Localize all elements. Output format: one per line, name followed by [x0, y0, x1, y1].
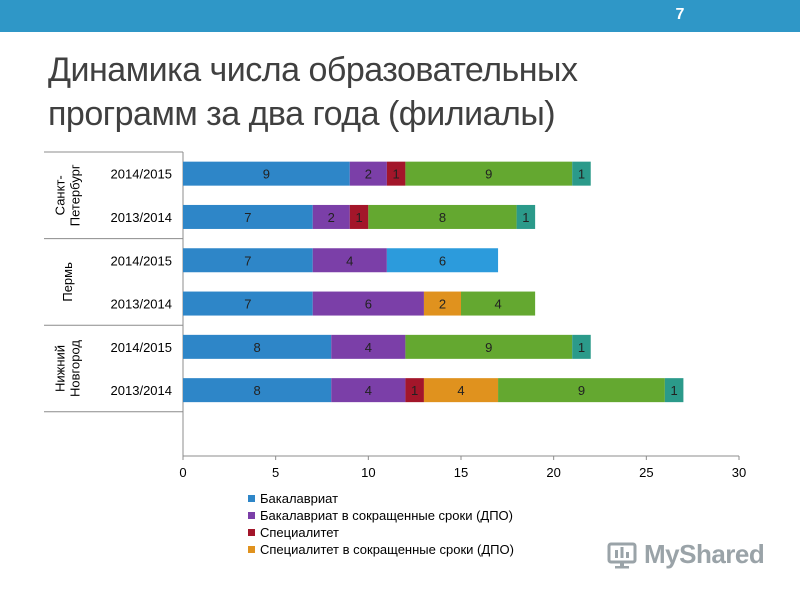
bar-segment [423, 291, 461, 316]
watermark-logo-icon [607, 542, 637, 569]
data-label: 7 [244, 253, 251, 268]
group-label-line: Санкт- [53, 175, 68, 215]
bar-segment [572, 161, 591, 186]
data-label: 1 [411, 383, 418, 398]
data-label: 4 [457, 383, 464, 398]
x-tick-label: 5 [272, 465, 279, 480]
legend-label: Специалитет в сокращенные сроки (ДПО) [260, 542, 514, 557]
data-label: 8 [254, 340, 261, 355]
bar-segment [183, 248, 313, 273]
data-label: 1 [578, 340, 585, 355]
x-tick-label: 0 [179, 465, 186, 480]
bar-segment [405, 161, 573, 186]
x-tick-label: 20 [546, 465, 560, 480]
bar-segment [572, 334, 591, 359]
data-label: 4 [365, 383, 372, 398]
legend-swatch [248, 495, 255, 502]
data-label: 4 [346, 253, 353, 268]
bar-segment [183, 204, 313, 229]
bar-segment [405, 334, 573, 359]
data-label: 2 [328, 210, 335, 225]
bar-segment [423, 378, 499, 403]
bar-segment [331, 378, 406, 403]
data-label: 8 [439, 210, 446, 225]
data-label: 1 [393, 167, 400, 182]
bar-segment [349, 204, 369, 229]
category-label: 2014/2015 [111, 340, 172, 355]
bar-segment [349, 161, 387, 186]
legend-label: Бакалавриат в сокращенные сроки (ДПО) [260, 508, 513, 523]
legend-label: Бакалавриат [260, 491, 339, 506]
category-label: 2013/2014 [111, 210, 172, 225]
data-label: 1 [671, 383, 678, 398]
data-label: 2 [365, 167, 372, 182]
x-tick-label: 10 [361, 465, 375, 480]
bar-segment [331, 334, 406, 359]
data-label: 1 [522, 210, 529, 225]
slide-title: Динамика числа образовательных программ … [48, 48, 788, 136]
title-line-1: Динамика числа образовательных [48, 51, 578, 89]
data-label: 9 [578, 383, 585, 398]
x-tick-label: 30 [732, 465, 746, 480]
x-tick-label: 25 [639, 465, 653, 480]
data-label: 9 [263, 167, 270, 182]
data-label: 2 [439, 297, 446, 312]
bar-segment [461, 291, 536, 316]
data-label: 6 [439, 253, 446, 268]
legend-item: Специалитет в сокращенные сроки (ДПО) [248, 541, 514, 558]
bar-segment [498, 378, 665, 403]
data-label: 4 [494, 297, 501, 312]
data-label: 6 [365, 297, 372, 312]
legend-swatch [248, 546, 255, 553]
legend-item: Бакалавриат в сокращенные сроки (ДПО) [248, 507, 514, 524]
watermark-text: MyShared [644, 538, 765, 569]
bar-segment [386, 248, 499, 273]
watermark: MyShared [606, 537, 765, 571]
bar-segment [405, 378, 424, 403]
data-label: 9 [485, 167, 492, 182]
bar-segment [312, 248, 387, 273]
legend-swatch [248, 512, 255, 519]
group-label-line: Нижний [53, 345, 68, 392]
group-label: Пермь [60, 262, 75, 302]
legend-swatch [248, 529, 255, 536]
data-label: 9 [485, 340, 492, 355]
bar-segment [183, 334, 332, 359]
legend-label: Специалитет [260, 525, 340, 540]
page-number: 7 [675, 6, 685, 23]
group-label: НижнийНовгород [53, 340, 83, 397]
data-label: 1 [355, 210, 362, 225]
group-label: Санкт-Петербург [53, 164, 83, 226]
x-tick-label: 15 [454, 465, 468, 480]
legend-item: Специалитет [248, 524, 514, 541]
top-bar: 7 [0, 0, 800, 32]
bar-segment [183, 291, 313, 316]
bar-segment [312, 204, 350, 229]
group-label-line: Пермь [60, 262, 75, 302]
chart-legend: Бакалавриат Бакалавриат в сокращенные сро… [248, 490, 514, 558]
category-label: 2013/2014 [111, 383, 172, 398]
bar-segment [312, 291, 424, 316]
bar-segment [516, 204, 536, 229]
group-label-line: Новгород [68, 340, 83, 397]
data-label: 8 [254, 383, 261, 398]
category-label: 2013/2014 [111, 297, 172, 312]
data-label: 4 [365, 340, 372, 355]
bar-segment [183, 161, 350, 186]
bar-segment [368, 204, 517, 229]
bar-segment [664, 378, 684, 403]
bar-segment [386, 161, 406, 186]
legend-item: Бакалавриат [248, 490, 514, 507]
title-line-2: программ за два года (филиалы) [48, 95, 556, 133]
data-label: 1 [578, 167, 585, 182]
data-label: 7 [244, 297, 251, 312]
category-label: 2014/2015 [111, 253, 172, 268]
bar-segment [183, 378, 332, 403]
group-label-line: Петербург [68, 164, 83, 226]
category-label: 2014/2015 [111, 167, 172, 182]
data-label: 7 [244, 210, 251, 225]
